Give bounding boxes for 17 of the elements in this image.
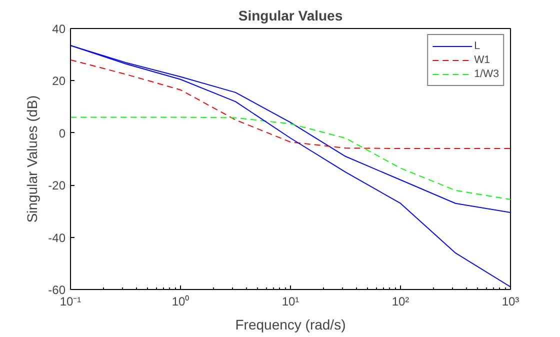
chart-title: Singular Values <box>238 8 343 24</box>
y-tick-label: 40 <box>52 22 66 36</box>
x-tick-label: 10⁰ <box>172 294 190 308</box>
legend-label: 1/W3 <box>474 68 499 80</box>
y-axis-title: Singular Values (dB) <box>24 95 40 223</box>
x-axis-title: Frequency (rad/s) <box>235 316 346 332</box>
legend-label: W1 <box>474 54 492 66</box>
legend-label: L <box>474 40 482 52</box>
y-tick-label: -40 <box>48 230 66 245</box>
y-tick-label: -60 <box>48 283 66 297</box>
y-tick-label: 20 <box>52 74 66 88</box>
y-tick-label: -20 <box>48 178 66 193</box>
x-tick-label: 10¹ <box>282 294 300 308</box>
x-tick-label: 10⁻¹ <box>60 294 82 308</box>
x-tick-label: 10² <box>392 294 410 308</box>
y-tick-label: 0 <box>58 126 66 140</box>
x-tick-label: 10³ <box>502 294 520 308</box>
